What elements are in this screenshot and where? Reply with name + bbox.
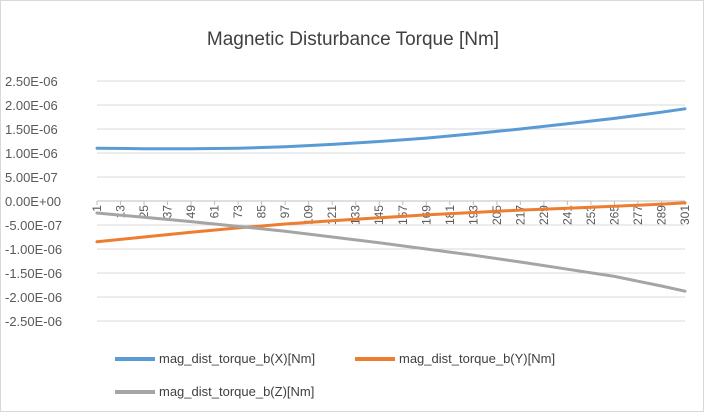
- legend-swatch-z: [115, 389, 155, 394]
- y-tick-label: -1.50E-06: [5, 266, 62, 281]
- legend-label-x: mag_dist_torque_b(X)[Nm]: [159, 351, 316, 366]
- y-tick-label: -2.50E-06: [5, 314, 62, 329]
- y-tick-label: 0.00E+00: [5, 194, 61, 209]
- x-tick-label: 205: [490, 205, 504, 225]
- x-tick-label: 1: [90, 205, 104, 212]
- y-tick-label: -1.00E-06: [5, 242, 62, 257]
- legend-label-z: mag_dist_torque_b(Z)[Nm]: [159, 384, 315, 399]
- x-tick-label: 109: [302, 205, 316, 225]
- x-tick-label: 193: [466, 205, 480, 225]
- x-tick-label: 85: [255, 205, 269, 219]
- x-tick-label: 133: [349, 205, 363, 225]
- chart-title: Magnetic Disturbance Torque [Nm]: [206, 29, 500, 50]
- x-tick-label: 97: [278, 205, 292, 219]
- y-tick-label: -5.00E-07: [5, 218, 62, 233]
- y-tick-label: 1.50E-06: [5, 122, 58, 137]
- x-tick-label: 145: [372, 205, 386, 225]
- x-tick-label: 277: [631, 205, 645, 225]
- legend-swatch-x: [115, 356, 155, 361]
- y-tick-label: 2.00E-06: [5, 98, 58, 113]
- legend-swatch-y: [355, 356, 395, 361]
- x-tick-label: 217: [513, 205, 527, 225]
- series-line-z: [95, 211, 687, 293]
- x-tick-label: 301: [678, 205, 692, 225]
- x-tick-label: 289: [654, 205, 668, 225]
- legend-item-y: mag_dist_torque_b(Y)[Nm]: [355, 351, 555, 366]
- x-tick-label: 253: [584, 205, 598, 225]
- legend-label-y: mag_dist_torque_b(Y)[Nm]: [399, 351, 556, 366]
- x-tick-label: 25: [137, 205, 151, 219]
- y-tick-label: 5.00E-07: [5, 170, 58, 185]
- y-tick-label: 1.00E-06: [5, 146, 58, 161]
- series-line-x: [95, 107, 687, 151]
- y-tick-label: -2.00E-06: [5, 290, 62, 305]
- series-line-y: [95, 201, 687, 244]
- x-tick-label: 73: [231, 205, 245, 219]
- x-tick-label: 37: [161, 205, 175, 219]
- legend-item-z: mag_dist_torque_b(Z)[Nm]: [115, 384, 314, 399]
- x-tick-label: 265: [607, 205, 621, 225]
- y-tick-label: 2.50E-06: [5, 74, 58, 89]
- legend-item-x: mag_dist_torque_b(X)[Nm]: [115, 351, 315, 366]
- x-tick-label: 49: [184, 205, 198, 219]
- x-tick-label: 61: [208, 205, 222, 219]
